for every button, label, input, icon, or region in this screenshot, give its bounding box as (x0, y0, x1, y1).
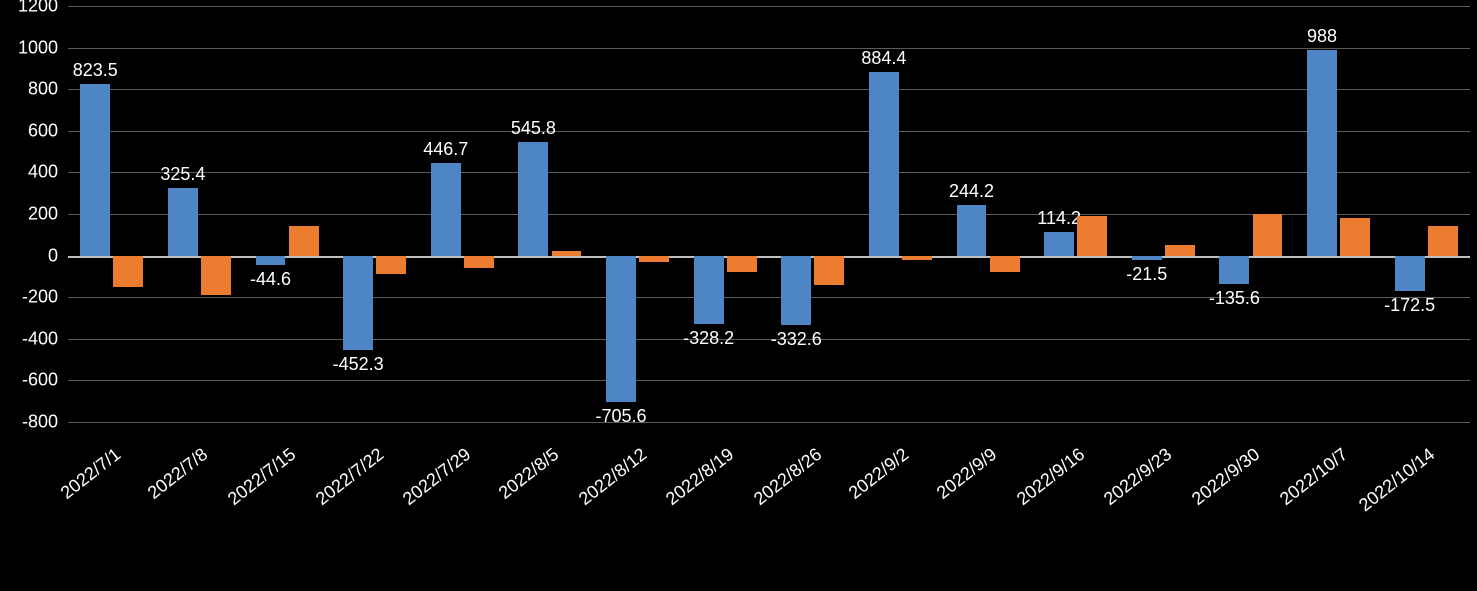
bar-series1 (1044, 232, 1074, 256)
y-tick-label: 600 (28, 120, 68, 141)
x-tick-label: 2022/10/7 (1275, 444, 1351, 510)
x-tick-label: 2022/10/14 (1355, 444, 1439, 516)
y-tick-label: -400 (22, 328, 68, 349)
bar-series2 (990, 256, 1020, 273)
x-tick-label: 2022/7/29 (399, 444, 475, 510)
bar-series2 (464, 256, 494, 268)
data-label: -332.6 (771, 329, 822, 350)
bar-series1 (781, 256, 811, 325)
bar-chart: -800 -600 -400 -200 0 200 400 600 800 1000 1200 823… (0, 0, 1477, 591)
x-tick-label: 2022/9/2 (845, 444, 913, 504)
x-tick-label: 2022/9/9 (933, 444, 1001, 504)
data-label: -172.5 (1384, 295, 1435, 316)
bar-series2 (289, 226, 319, 255)
gridline (68, 89, 1470, 90)
data-label: -705.6 (595, 406, 646, 427)
bar-series1 (168, 188, 198, 256)
plot-area: -800-600-400-200020040060080010001200823… (68, 6, 1470, 422)
x-tick-label: 2022/9/16 (1013, 444, 1089, 510)
data-label: 325.4 (160, 164, 205, 185)
bar-series2 (727, 256, 757, 273)
gridline (68, 131, 1470, 132)
data-label: -44.6 (250, 269, 291, 290)
x-tick-label: 2022/8/19 (662, 444, 738, 510)
bar-series1 (1132, 256, 1162, 260)
bar-series2 (639, 256, 669, 262)
bar-series1 (518, 142, 548, 256)
y-tick-label: 1000 (18, 37, 68, 58)
bar-series2 (1165, 245, 1195, 255)
gridline (68, 172, 1470, 173)
data-label: 244.2 (949, 181, 994, 202)
y-tick-label: 400 (28, 162, 68, 183)
gridline (68, 380, 1470, 381)
x-tick-label: 2022/7/8 (144, 444, 212, 504)
bar-series2 (1253, 214, 1283, 256)
bar-series2 (1428, 226, 1458, 255)
x-tick-label: 2022/8/5 (495, 444, 563, 504)
bar-series1 (1395, 256, 1425, 292)
data-label: 884.4 (861, 48, 906, 69)
y-tick-label: 0 (48, 245, 68, 266)
bar-series1 (80, 84, 110, 255)
x-tick-label: 2022/9/30 (1188, 444, 1264, 510)
x-tick-label: 2022/7/1 (57, 444, 125, 504)
data-label: -452.3 (333, 354, 384, 375)
bar-series1 (606, 256, 636, 403)
bar-series2 (201, 256, 231, 296)
bar-series2 (1340, 218, 1370, 255)
y-tick-label: 200 (28, 204, 68, 225)
bar-series1 (957, 205, 987, 256)
x-tick-label: 2022/8/26 (750, 444, 826, 510)
bar-series1 (1307, 50, 1337, 256)
bar-series1 (694, 256, 724, 324)
bar-series2 (814, 256, 844, 285)
y-tick-label: 1200 (18, 0, 68, 17)
gridline (68, 339, 1470, 340)
data-label: 823.5 (73, 60, 118, 81)
data-label: -328.2 (683, 328, 734, 349)
bar-series2 (1077, 216, 1107, 256)
x-tick-label: 2022/8/12 (574, 444, 650, 510)
data-label: 988 (1307, 26, 1337, 47)
bar-series2 (902, 256, 932, 260)
x-tick-label: 2022/7/22 (312, 444, 388, 510)
y-tick-label: 800 (28, 79, 68, 100)
y-tick-label: -600 (22, 370, 68, 391)
bar-series2 (376, 256, 406, 275)
gridline (68, 6, 1470, 7)
bar-series2 (113, 256, 143, 287)
data-label: 545.8 (511, 118, 556, 139)
data-label: 114.2 (1037, 208, 1081, 229)
x-tick-label: 2022/7/15 (224, 444, 300, 510)
gridline (68, 422, 1470, 423)
data-label: 446.7 (423, 139, 468, 160)
bar-series1 (256, 256, 286, 265)
data-label: -21.5 (1126, 264, 1167, 285)
bar-series1 (869, 72, 899, 256)
bar-series1 (343, 256, 373, 350)
data-label: -135.6 (1209, 288, 1260, 309)
bar-series1 (1219, 256, 1249, 284)
bar-series2 (552, 251, 582, 255)
x-tick-label: 2022/9/23 (1100, 444, 1176, 510)
y-tick-label: -800 (22, 412, 68, 433)
gridline (68, 48, 1470, 49)
bar-series1 (431, 163, 461, 256)
y-tick-label: -200 (22, 287, 68, 308)
